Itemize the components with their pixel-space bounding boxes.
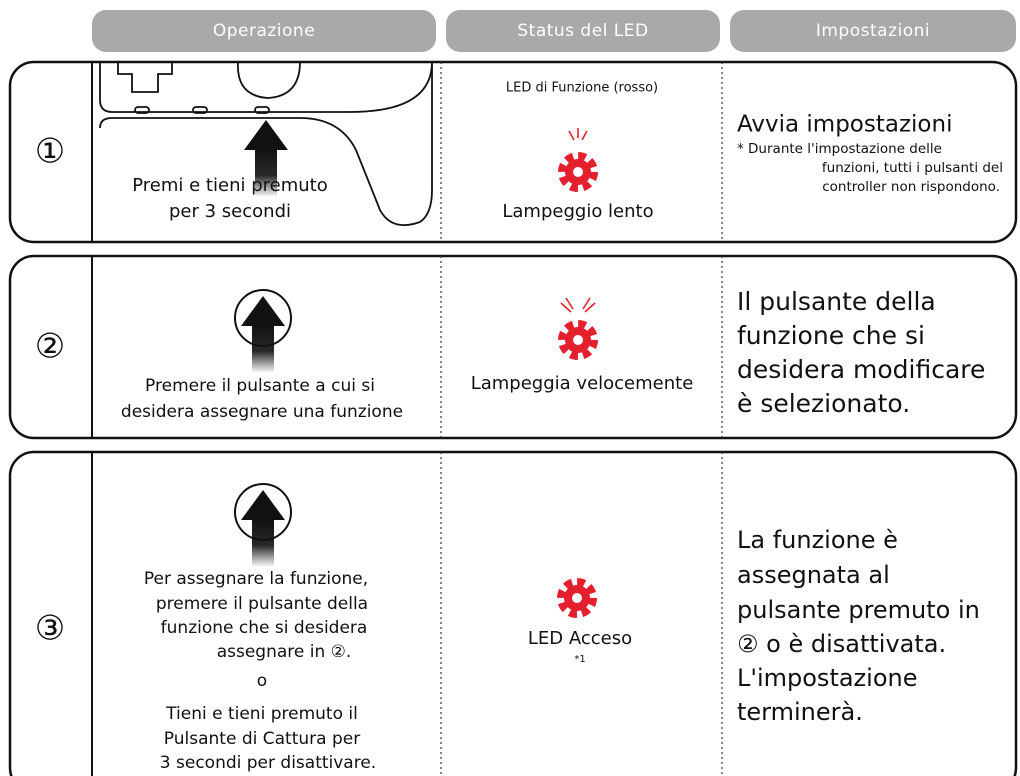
- setting-text: funzione che si: [737, 321, 925, 350]
- operation-text: Premi e tieni premuto: [132, 175, 327, 196]
- setting-text: La funzione è: [737, 526, 898, 554]
- operation-or: o: [257, 671, 267, 691]
- blink-mark: [581, 130, 588, 141]
- setting-text: ② o è disattivata.: [737, 630, 946, 658]
- setting-text: Il pulsante della: [737, 287, 936, 316]
- operation-text: 3 secondi per disattivare.: [160, 753, 376, 773]
- controller-illustration: [99, 61, 433, 226]
- header-tab: [446, 10, 720, 52]
- step-number: ①: [35, 132, 65, 172]
- press-arrow: [241, 490, 285, 567]
- blink-mark: [584, 302, 596, 313]
- setting-text: assegnata al: [737, 561, 890, 589]
- operation-text: Tieni e tieni premuto il: [165, 704, 358, 724]
- setting-note: funzioni, tutti i pulsanti del: [822, 160, 1003, 176]
- blink-mark: [568, 130, 575, 141]
- operation-text: premere il pulsante della: [156, 594, 368, 614]
- setting-text: L'impostazione: [737, 664, 917, 692]
- operation-text: assegnare in ②.: [217, 642, 352, 662]
- led-icon: [562, 324, 594, 356]
- operation-text: Premere il pulsante a cui si: [145, 376, 375, 396]
- setting-text: pulsante premuto in: [737, 596, 980, 624]
- blink-mark: [582, 297, 591, 310]
- operation-text: Pulsante di Cattura per: [164, 729, 360, 749]
- header-tab: [92, 10, 436, 52]
- header-label: Operazione: [213, 21, 315, 41]
- led-icon: [561, 582, 593, 614]
- step-number: ③: [35, 609, 65, 649]
- led-status: Lampeggia velocemente: [471, 373, 694, 394]
- press-arrow: [241, 296, 285, 373]
- header-tab: [730, 10, 1016, 52]
- row-frame: [8, 450, 1018, 776]
- led-status: LED Acceso: [528, 628, 632, 649]
- operation-text: per 3 secondi: [169, 201, 291, 222]
- operation-text: Per assegnare la funzione,: [144, 569, 368, 589]
- setting-note: * Durante l'impostazione delle: [737, 141, 942, 157]
- setting-title: Avvia impostazioni: [737, 112, 952, 138]
- led-status: Lampeggio lento: [502, 201, 653, 222]
- operation-text: desidera assegnare una funzione: [121, 402, 403, 422]
- blink-mark: [565, 297, 574, 310]
- led-label: LED di Funzione (rosso): [506, 81, 658, 96]
- header-label: Status del LED: [517, 21, 648, 41]
- row-frame: [8, 60, 1018, 244]
- led-icon: [562, 156, 594, 188]
- row-frame: [8, 254, 1018, 440]
- step-number: ②: [35, 327, 65, 367]
- operation-text: funzione che si desidera: [161, 618, 368, 638]
- setting-text: è selezionato.: [737, 389, 910, 418]
- setting-text: terminerà.: [737, 698, 863, 726]
- setting-text: desidera modificare: [737, 355, 985, 384]
- led-note: *1: [574, 654, 585, 665]
- header-label: Impostazioni: [816, 21, 930, 41]
- blink-mark: [560, 302, 572, 313]
- setting-note: controller non rispondono.: [822, 179, 1000, 195]
